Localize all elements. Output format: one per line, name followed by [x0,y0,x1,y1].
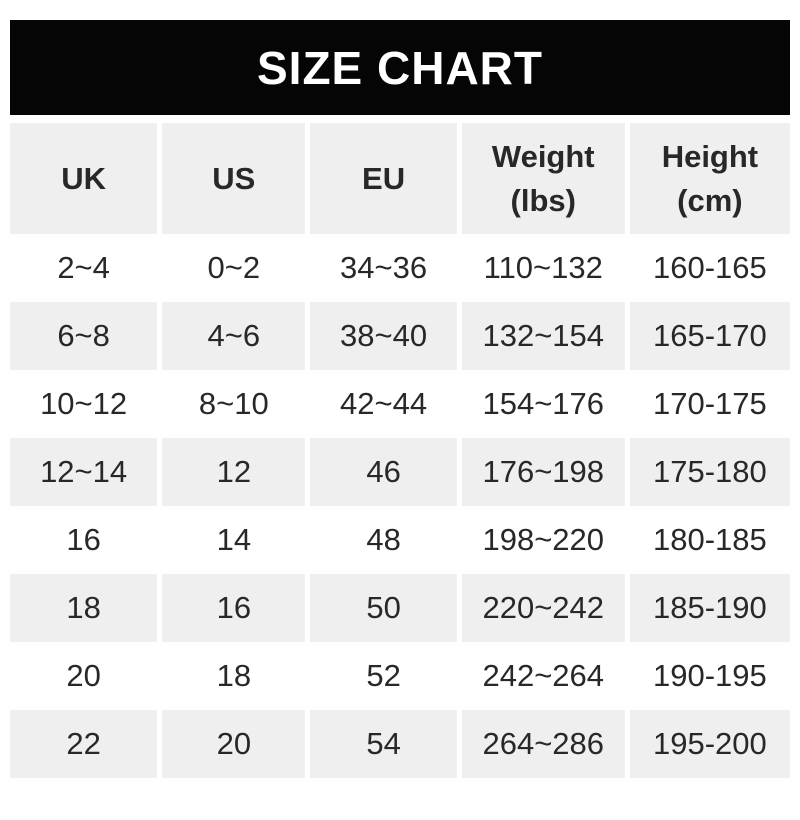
table-cell: 20 [10,642,158,710]
table-row: 12~14 12 46 176~198 175-180 [10,438,790,506]
page-title: SIZE CHART [257,41,543,94]
banner: SIZE CHART [10,20,790,115]
table-cell: 20 [162,710,306,778]
table-cell: 4~6 [162,302,306,370]
table-cell: 6~8 [10,302,158,370]
table-cell: 170-175 [629,370,790,438]
table-cell: 0~2 [162,234,306,302]
table-cell: 50 [310,574,457,642]
table-cell: 14 [162,506,306,574]
table-cell: 242~264 [461,642,625,710]
table-cell: 185-190 [629,574,790,642]
table-cell: 180-185 [629,506,790,574]
table-cell: 42~44 [310,370,457,438]
table-body: 2~4 0~2 34~36 110~132 160-165 6~8 4~6 38~40 132~… [10,234,790,778]
table-cell: 16 [162,574,306,642]
table-row: 6~8 4~6 38~40 132~154 165-170 [10,302,790,370]
table-cell: 54 [310,710,457,778]
column-header-uk: UK [10,123,158,234]
table-cell: 165-170 [629,302,790,370]
table-cell: 38~40 [310,302,457,370]
table-header-row: UK US EU Weight (lbs) Height (cm) [10,123,790,234]
table-row: 22 20 54 264~286 195-200 [10,710,790,778]
table-cell: 154~176 [461,370,625,438]
table-cell: 34~36 [310,234,457,302]
table-cell: 16 [10,506,158,574]
table-cell: 46 [310,438,457,506]
table-cell: 18 [10,574,158,642]
table-row: 18 16 50 220~242 185-190 [10,574,790,642]
column-header-weight: Weight (lbs) [461,123,625,234]
table-cell: 8~10 [162,370,306,438]
column-header-height: Height (cm) [629,123,790,234]
table-cell: 175-180 [629,438,790,506]
table-cell: 52 [310,642,457,710]
column-header-eu: EU [310,123,457,234]
column-header-us: US [162,123,306,234]
table-cell: 12~14 [10,438,158,506]
table-cell: 110~132 [461,234,625,302]
table-cell: 2~4 [10,234,158,302]
size-table: UK US EU Weight (lbs) Height (cm) 2~4 0~2… [10,123,790,778]
table-row: 10~12 8~10 42~44 154~176 170-175 [10,370,790,438]
table-row: 16 14 48 198~220 180-185 [10,506,790,574]
table-cell: 190-195 [629,642,790,710]
table-cell: 220~242 [461,574,625,642]
table-cell: 160-165 [629,234,790,302]
size-chart-page: SIZE CHART UK US EU Weight (lbs) Height … [0,20,800,820]
table-cell: 195-200 [629,710,790,778]
table-cell: 176~198 [461,438,625,506]
table-cell: 264~286 [461,710,625,778]
table-cell: 48 [310,506,457,574]
table-row: 2~4 0~2 34~36 110~132 160-165 [10,234,790,302]
table-cell: 22 [10,710,158,778]
table-cell: 10~12 [10,370,158,438]
table-cell: 18 [162,642,306,710]
table-cell: 198~220 [461,506,625,574]
table-row: 20 18 52 242~264 190-195 [10,642,790,710]
table-cell: 12 [162,438,306,506]
table-cell: 132~154 [461,302,625,370]
